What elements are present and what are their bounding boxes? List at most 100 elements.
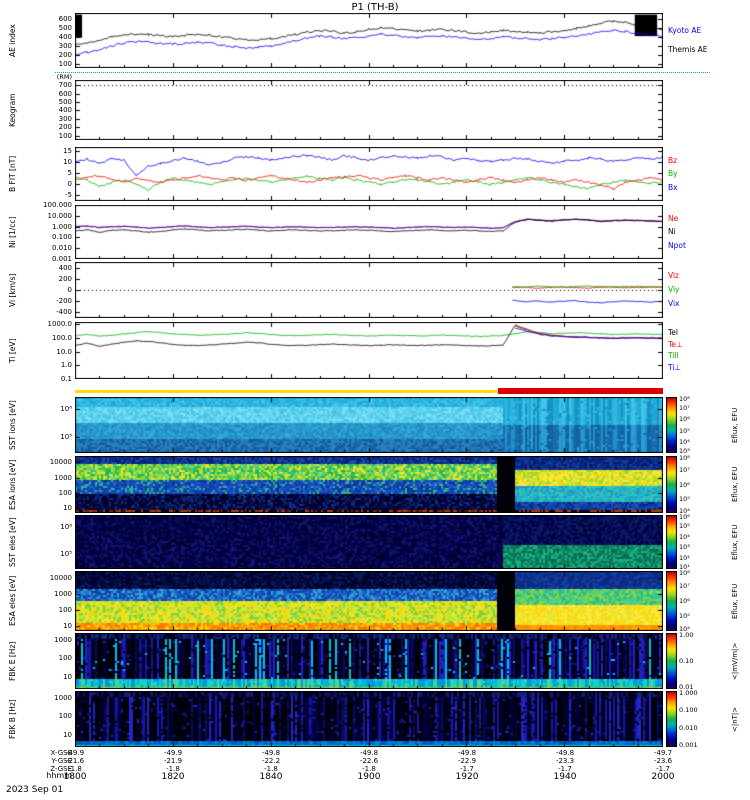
sst_e-y-axis-label: SST eles [eV] [8,517,17,567]
ephemeris-value: -21.9 [163,757,183,765]
sst_i-y-axis-label: SST ions [eV] [8,400,17,450]
bfit-legend-by: By [668,169,678,178]
ni-ytick-label: 100.000 [43,201,72,209]
ae-ytick-label: 300 [58,42,72,50]
panel-esa_i: ESA ions [eV] 10000 1000 100 10 10⁸ 10⁷ 10⁶ 10⁵ 1… [0,454,750,515]
sst_e-colorbar-tick: 10⁶ [679,513,690,521]
sst_e-ytick-label: 10⁶ [60,522,72,531]
ti-y-axis-label: Ti [eV] [8,338,17,363]
keo-plot-canvas [75,80,663,140]
ni-ytick-label: 0.010 [51,244,72,253]
esa_e-colorbar-tick: 10⁷ [679,582,690,590]
bfit-ytick-label: 10 [63,158,72,167]
time-tick-label: 1840 [259,772,283,782]
keo-y-axis-label: Keogram [8,93,17,127]
esa_e-ytick-label: 100 [58,606,72,614]
ephemeris-value: -49.9 [163,749,183,757]
ephemeris-value: -22.2 [261,757,281,765]
fbk_b-colorbar-tick: 0.100 [679,705,698,714]
fbk_e-plot-canvas [75,633,663,689]
fbk_e-colorbar-title: <|mV/m|> [731,642,739,680]
ni-legend-npot: Npot [668,240,686,250]
fbk_e-colorbar-tick: 1.00 [679,631,694,639]
fbk_b-colorbar-tick: 1.000 [679,689,698,697]
fbk_b-y-axis-label: FBK B [Hz] [8,699,17,739]
sst_e-colorbar-tick: 10⁴ [679,532,690,541]
ti-ytick-label: 10.0 [56,347,72,356]
ephemeris-value: -23.3 [555,757,575,765]
panel-esa_e: ESA eles [eV] 10000 1000 100 10 10⁸ 10⁷ 10⁶ 10⁵ 1… [0,569,750,633]
ae-ytick-label: 100 [58,60,72,69]
esa_i-plot-canvas [75,456,663,513]
sst_i-colorbar-tick: 10⁵ [679,426,690,435]
vi-y-axis-label: Vi [km/s] [8,273,17,307]
time-tick-label: 2000 [651,772,675,782]
esa_i-ytick-label: 10 [63,504,72,513]
sst_e-colorbar-tick: 10⁵ [679,521,690,530]
fbk_b-colorbar-tick: 0.010 [679,724,698,733]
axis-row-label-x-gse: X-GSE [50,749,72,757]
esa_e-ytick-label: 10 [63,622,72,631]
sst_e-colorbar [666,515,677,569]
bfit-ytick-label: 15 [63,147,72,156]
esa_i-colorbar [666,456,677,513]
vi-ytick-label: 0 [67,286,72,294]
esa_i-colorbar-tick: 10⁵ [679,494,690,503]
axis-row-label-hhmm: hhmm [46,771,72,780]
fbk_e-colorbar-tick: 0.01 [679,683,694,691]
esa_e-colorbar-tick: 10⁵ [679,612,690,620]
sst_e-colorbar-tick: 10³ [679,543,690,552]
ni-legend-ni: Ni [668,227,676,236]
ephemeris-value: -1.8 [68,765,82,773]
ae-y-axis-label: AE index [8,24,17,57]
sst_i-colorbar-title: Eflux, EFU [731,407,739,443]
time-tick-label: 1820 [161,772,185,782]
fbk_b-ytick-label: 1000 [54,693,72,702]
ti-legend-te-: Te⊥ [668,339,683,349]
date-label: 2023 Sep 01 [6,785,64,795]
ephemeris-value: -49.8 [359,749,379,757]
fbk_b-ytick-label: 100 [58,712,72,721]
esa_i-colorbar-tick: 10⁷ [679,466,690,475]
esa_i-colorbar-title: Eflux, EFU [731,466,739,503]
ae-plot-canvas [75,13,663,68]
fbk_b-colorbar [666,691,677,747]
panel-ae: AE index 600 500 400 300 200 100 Kyoto AE Themis… [0,13,750,68]
ti-legend-till: Till [668,351,679,361]
keo-unit-label: (RM) [56,73,72,81]
ephemeris-value: -1.7 [558,765,572,773]
vi-ytick-label: -400 [56,308,72,317]
bfit-legend-bz: Bz [668,155,678,165]
esa_e-colorbar-title: Eflux, EFU [731,583,739,619]
ephemeris-value: -23.6 [653,757,673,765]
panel-mode [0,386,750,396]
sst_i-plot-canvas [75,397,663,453]
ephemeris-value: -1.8 [264,765,278,773]
ephemeris-value: -22.9 [457,757,477,765]
ae-ytick-label: 200 [58,51,72,60]
panel-keo: Keogram (RM) 700 600 500 400 300 200 100 [0,73,750,140]
ae-ytick-label: 500 [58,23,72,32]
plot-title: P1 (TH-B) [351,2,399,13]
ti-plot-canvas [75,322,663,379]
ae-legend-themis-ae: Themis AE [668,44,708,54]
ni-legend-ne: Ne [668,213,679,223]
fbk_e-ytick-label: 100 [58,654,72,663]
fbk_e-colorbar [666,633,677,689]
keo-ytick-label: 700 [58,81,72,90]
esa_i-ytick-label: 1000 [54,473,72,482]
fbk_e-ytick-label: 1000 [54,635,72,644]
ephemeris-value: -1.7 [460,765,474,773]
keo-ytick-label: 100 [58,131,72,140]
bfit-legend-bx: Bx [668,182,678,192]
keo-ytick-label: 500 [58,97,72,106]
esa_e-colorbar [666,571,677,631]
keo-ytick-label: 600 [58,89,72,98]
ni-y-axis-label: Ni [1/cc] [8,216,17,248]
time-tick-label: 1920 [455,772,479,782]
fbk_e-y-axis-label: FBK E [Hz] [8,641,17,681]
sst_i-colorbar-tick: 10⁴ [679,437,690,446]
sst_i-colorbar-tick: 10⁸ [679,395,690,403]
ephemeris-value: -1.7 [656,765,670,773]
vi-ytick-label: 200 [58,274,72,283]
